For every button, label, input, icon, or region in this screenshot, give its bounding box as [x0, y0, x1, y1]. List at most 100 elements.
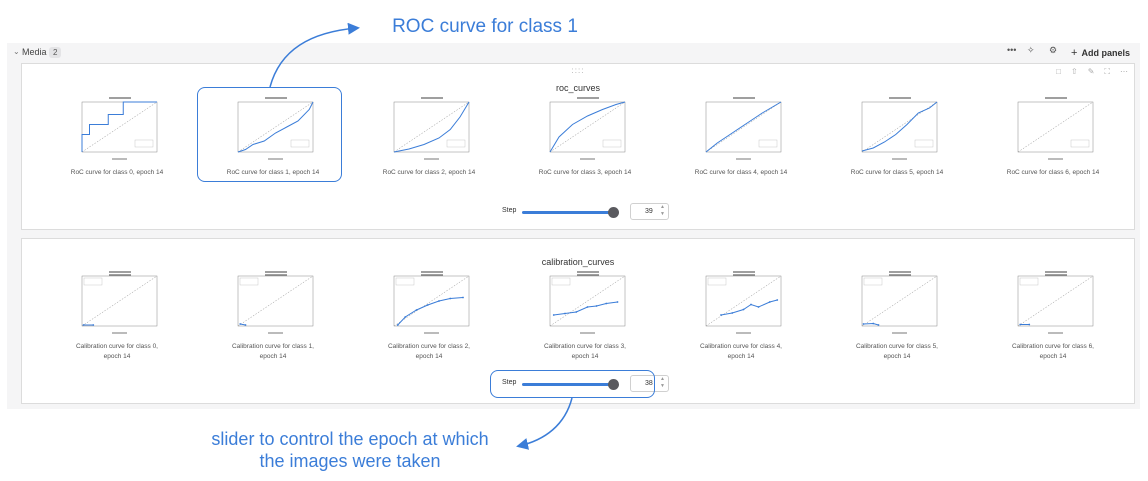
- curve-point: [872, 322, 875, 325]
- media-thumbnail[interactable]: Calibration curve for class 1, epoch 14: [213, 270, 333, 362]
- plot-image: [549, 271, 626, 334]
- add-panels-button[interactable]: + Add panels: [1071, 47, 1130, 59]
- curve-point: [552, 314, 555, 316]
- plot-frame: [549, 101, 626, 153]
- media-thumbnail[interactable]: Calibration curve for class 5, epoch 14: [837, 270, 957, 362]
- plot-legend: [290, 139, 310, 148]
- curve-point: [415, 309, 418, 311]
- caption-line: epoch 14: [727, 353, 755, 360]
- section-title: Media: [22, 47, 47, 57]
- thumbnail-caption: Calibration curve for class 5, epoch 14: [837, 342, 957, 362]
- media-thumbnail[interactable]: RoC curve for class 6, epoch 14: [993, 96, 1113, 178]
- panel-title: calibration_curves: [541, 257, 615, 267]
- thumbnail-caption: Calibration curve for class 1, epoch 14: [213, 342, 333, 362]
- plot-image: [705, 97, 782, 160]
- curve-point: [1019, 323, 1022, 326]
- curve-point: [575, 311, 578, 313]
- curve-point: [404, 316, 407, 318]
- caption-line: RoC curve for class 5, epoch 14: [850, 169, 944, 176]
- reference-diagonal: [393, 275, 470, 327]
- step-slider-row: Step 39 ▲ ▼: [502, 203, 672, 223]
- curve-point: [750, 303, 752, 306]
- caption-line: Calibration curve for class 2,: [387, 343, 470, 350]
- step-slider-handle[interactable]: [608, 379, 619, 390]
- plot-frame: [237, 275, 314, 327]
- curve-point: [396, 324, 399, 326]
- plot-frame: [1017, 275, 1094, 327]
- media-thumbnail[interactable]: RoC curve for class 5, epoch 14: [837, 96, 957, 178]
- step-label: Step: [502, 207, 517, 214]
- media-thumbnail[interactable]: Calibration curve for class 2, epoch 14: [369, 270, 489, 362]
- arrow-to-slider-label: [516, 397, 573, 450]
- curve-point: [426, 304, 429, 306]
- reference-diagonal: [1017, 101, 1094, 153]
- annotation-line-2: the images were taken: [259, 451, 441, 471]
- caption-line: epoch 14: [883, 353, 911, 360]
- annotation-slider-label: slider to control the epoch at which the…: [180, 428, 520, 472]
- roc-curves-panel: :::: □ ⇧ ✎ ⛶ ⋯ roc_curves RoC curve for clas…: [21, 63, 1135, 230]
- plot-frame: [81, 275, 158, 327]
- gear-icon[interactable]: ⚙: [1049, 45, 1058, 55]
- curve-point: [438, 300, 440, 302]
- step-slider-row: Step 38 ▲ ▼: [502, 375, 672, 395]
- curve-point: [742, 308, 745, 311]
- sparkle-icon[interactable]: ✧: [1027, 45, 1035, 55]
- step-slider-handle[interactable]: [608, 207, 619, 218]
- plot-frame: [549, 275, 626, 327]
- step-slider-track[interactable]: [522, 383, 615, 386]
- export-icon[interactable]: ⇧: [1070, 67, 1078, 76]
- plot-image: [237, 97, 314, 160]
- curve-point: [757, 306, 760, 308]
- caption-line: epoch 14: [1039, 353, 1067, 360]
- chevron-down-icon[interactable]: ⌄: [13, 47, 20, 56]
- curve-point: [877, 324, 880, 326]
- plot-frame: [393, 275, 470, 327]
- caption-line: Calibration curve for class 0,: [75, 343, 158, 350]
- delete-icon[interactable]: □: [1056, 67, 1061, 76]
- caption-line: Calibration curve for class 4,: [699, 343, 782, 350]
- curve-point: [1028, 323, 1031, 326]
- drag-handle-icon[interactable]: ::::: [571, 66, 585, 75]
- fullscreen-icon[interactable]: ⛶: [1104, 67, 1110, 76]
- plot-image: [393, 97, 470, 160]
- edit-icon[interactable]: ✎: [1087, 67, 1095, 76]
- plot-image: [237, 271, 314, 334]
- more-icon[interactable]: ⋯: [1120, 67, 1128, 76]
- media-thumbnail[interactable]: RoC curve for class 4, epoch 14: [681, 96, 801, 178]
- thumbnail-caption: RoC curve for class 5, epoch 14: [837, 168, 957, 178]
- section-count-badge: 2: [49, 47, 62, 58]
- panel-title: roc_curves: [555, 83, 600, 93]
- media-thumbnail[interactable]: Calibration curve for class 3, epoch 14: [525, 270, 645, 362]
- highlight-box-slider: [490, 370, 655, 398]
- media-thumbnail[interactable]: Calibration curve for class 0, epoch 14: [57, 270, 177, 362]
- reference-diagonal: [549, 101, 626, 153]
- media-thumbnail[interactable]: Calibration curve for class 4, epoch 14: [681, 270, 801, 362]
- media-thumbnail[interactable]: RoC curve for class 0, epoch 14: [57, 96, 177, 178]
- plot-legend: [239, 277, 259, 286]
- step-label: Step: [502, 379, 517, 386]
- step-input[interactable]: 39 ▲ ▼: [630, 203, 669, 220]
- spinner-icon[interactable]: ▲ ▼: [660, 204, 665, 217]
- plot-frame: [393, 101, 470, 153]
- caption-line: Calibration curve for class 1,: [231, 343, 314, 350]
- plot-image: [81, 97, 158, 160]
- plot-legend: [602, 139, 622, 148]
- reference-diagonal: [81, 101, 158, 153]
- step-slider-track[interactable]: [522, 211, 615, 214]
- media-thumbnail[interactable]: RoC curve for class 2, epoch 14: [369, 96, 489, 178]
- plot-image: [393, 271, 470, 334]
- curve-line: [393, 101, 470, 153]
- media-thumbnail[interactable]: RoC curve for class 3, epoch 14: [525, 96, 645, 178]
- curve-line: [549, 101, 626, 153]
- plot-image: [81, 271, 158, 334]
- plot-frame: [861, 275, 938, 327]
- spinner-icon[interactable]: ▲ ▼: [660, 376, 665, 389]
- curve-line: [861, 101, 938, 152]
- media-thumbnail[interactable]: RoC curve for class 1, epoch 14: [213, 96, 333, 178]
- annotation-line-1: slider to control the epoch at which: [211, 429, 489, 449]
- more-icon[interactable]: •••: [1007, 45, 1017, 55]
- media-thumbnail[interactable]: Calibration curve for class 6, epoch 14: [993, 270, 1113, 362]
- thumbnail-caption: RoC curve for class 2, epoch 14: [369, 168, 489, 178]
- plot-image: [861, 271, 938, 334]
